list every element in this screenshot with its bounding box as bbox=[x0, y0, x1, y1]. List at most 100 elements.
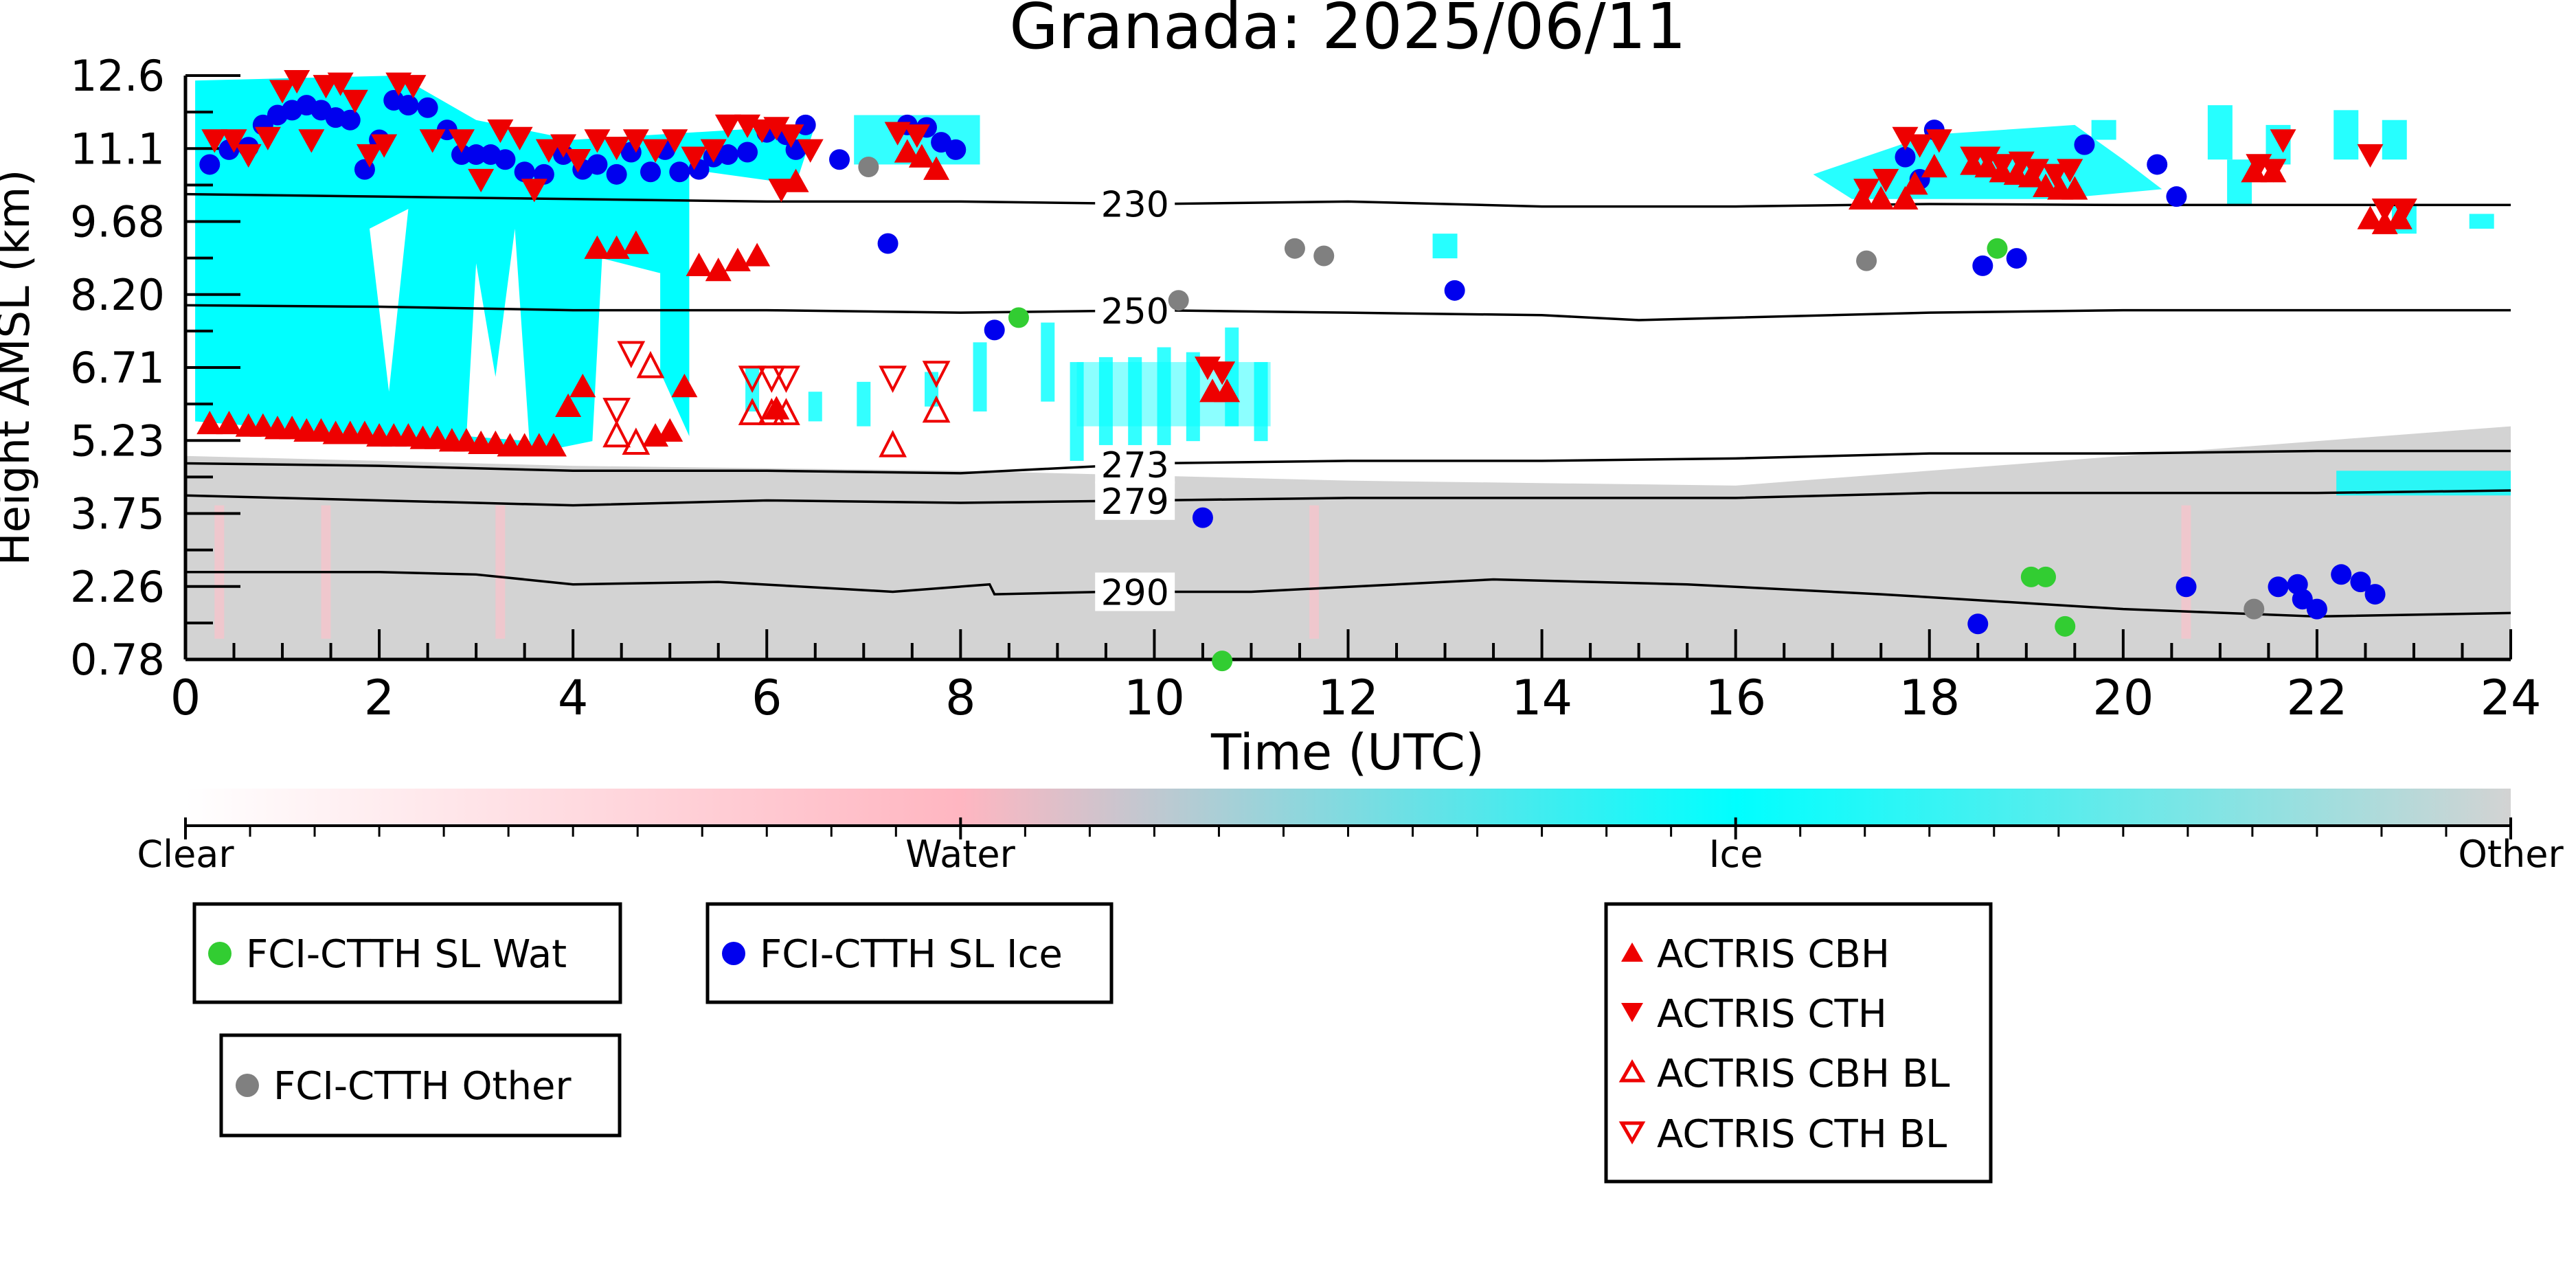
mask-ice-streak bbox=[1157, 347, 1171, 456]
marker-actris-cth bbox=[2057, 159, 2083, 183]
marker-fci-ctth-sl-ice bbox=[606, 163, 627, 185]
marker-actris-cbh bbox=[894, 139, 920, 163]
y-tick-label: 3.75 bbox=[70, 489, 165, 539]
marker-actris-cbh bbox=[1849, 185, 1875, 210]
marker-fci-ctth-other bbox=[2244, 598, 2265, 620]
colorbar-label-clear: Clear bbox=[137, 833, 234, 876]
marker-actris-cth bbox=[1974, 146, 2001, 170]
marker-actris-cth bbox=[1873, 168, 1899, 193]
marker-fci-ctth-sl-wat bbox=[2035, 566, 2056, 587]
marker-actris-cbh-bl bbox=[622, 427, 651, 455]
mask-ice-streak bbox=[1041, 322, 1055, 402]
marker-fci-ctth-sl-ice bbox=[2006, 248, 2027, 269]
marker-actris-cth bbox=[763, 117, 790, 141]
colorbar-label-water: Water bbox=[905, 833, 1015, 876]
marker-actris-cbh bbox=[2386, 205, 2413, 229]
marker-actris-cth bbox=[1906, 134, 1933, 158]
marker-actris-cbh-bl bbox=[879, 429, 907, 457]
marker-actris-cth bbox=[371, 134, 398, 158]
isotherm-line-273 bbox=[185, 449, 2511, 475]
mask-water-streak bbox=[495, 505, 506, 639]
legend-marker-actris-cth-bl bbox=[1618, 1121, 1646, 1145]
x-tick-label: 18 bbox=[1899, 670, 1960, 726]
legend-sl-wat: FCI-CTTH SL Wat bbox=[192, 902, 622, 1004]
x-tick-label: 10 bbox=[1124, 670, 1185, 726]
marker-actris-cth-bl bbox=[757, 365, 786, 394]
isotherm-line-279 bbox=[185, 489, 2511, 507]
marker-fci-ctth-sl-ice bbox=[1895, 146, 1916, 168]
marker-actris-cbh bbox=[671, 374, 698, 398]
legend-label-other: FCI-CTTH Other bbox=[273, 1064, 572, 1109]
marker-actris-cth bbox=[642, 139, 669, 163]
marker-actris-cbh-bl bbox=[772, 398, 800, 425]
marker-fci-ctth-sl-ice bbox=[2331, 564, 2352, 585]
marker-actris-cbh bbox=[744, 242, 771, 267]
marker-actris-cbh bbox=[724, 247, 751, 271]
legend-label-sl-wat: FCI-CTTH SL Wat bbox=[246, 932, 567, 977]
marker-actris-cth bbox=[2260, 159, 2287, 183]
marker-actris-cbh bbox=[622, 230, 649, 254]
marker-actris-cbh bbox=[2357, 205, 2384, 229]
marker-fci-ctth-sl-ice bbox=[587, 154, 608, 175]
marker-actris-cth bbox=[269, 80, 296, 104]
legend-label-actris-cth: ACTRIS CTH bbox=[1657, 992, 1887, 1037]
marker-actris-cth bbox=[535, 139, 562, 163]
mask-ice-streak bbox=[1186, 352, 1200, 442]
mask-water-streak bbox=[1309, 505, 1320, 639]
marker-fci-ctth-sl-wat bbox=[2055, 615, 2076, 637]
marker-actris-cth bbox=[662, 129, 688, 153]
marker-fci-ctth-sl-ice bbox=[466, 144, 487, 166]
marker-fci-ctth-sl-ice bbox=[717, 144, 738, 166]
marker-actris-cth bbox=[2391, 198, 2417, 223]
legend-marker-actris-cth bbox=[1621, 1003, 1643, 1022]
marker-fci-ctth-sl-ice bbox=[945, 139, 967, 160]
marker-fci-ctth-sl-ice bbox=[2306, 598, 2327, 620]
marker-actris-cth bbox=[254, 126, 281, 150]
y-tick-label: 5.23 bbox=[70, 416, 165, 466]
x-tick-label: 12 bbox=[1318, 670, 1379, 726]
marker-actris-cbh bbox=[2061, 176, 2088, 200]
mask-ice-streak bbox=[1128, 357, 1142, 456]
y-tick-label: 8.20 bbox=[70, 270, 165, 320]
mask-ice-streak bbox=[808, 392, 822, 422]
marker-fci-ctth-sl-wat bbox=[2020, 566, 2042, 587]
marker-actris-cth bbox=[622, 129, 649, 153]
y-axis-label: Height AMSL (km) bbox=[0, 170, 40, 566]
legend-marker-other bbox=[236, 1074, 259, 1097]
marker-actris-cth bbox=[2371, 198, 2398, 223]
marker-actris-cth bbox=[521, 179, 547, 203]
isotherm-line-290 bbox=[185, 570, 2511, 618]
x-tick-label: 16 bbox=[1705, 670, 1766, 726]
marker-fci-ctth-sl-ice bbox=[829, 149, 850, 170]
marker-actris-cbh bbox=[196, 410, 223, 435]
mask-other-region bbox=[185, 426, 2511, 659]
y-tick-label: 2.26 bbox=[70, 562, 165, 612]
marker-fci-ctth-sl-ice bbox=[2166, 186, 2187, 207]
marker-actris-cth bbox=[550, 134, 577, 158]
x-tick-label: 20 bbox=[2092, 670, 2154, 726]
marker-actris-cth bbox=[714, 114, 741, 138]
marker-actris-cbh bbox=[555, 393, 582, 418]
marker-actris-cbh bbox=[908, 144, 935, 168]
x-tick-label: 4 bbox=[558, 670, 589, 726]
x-tick-label: 6 bbox=[752, 670, 782, 726]
phase-colorbar: Clear Water Ice Other bbox=[137, 789, 2564, 876]
marker-actris-cbh-bl bbox=[757, 398, 786, 425]
mask-ice-streak bbox=[2334, 110, 2359, 160]
isotherm-label-250: 250 bbox=[1101, 291, 1169, 332]
marker-actris-cth bbox=[419, 129, 446, 153]
marker-fci-ctth-sl-ice bbox=[2176, 576, 2197, 598]
mask-ice-streak bbox=[2091, 120, 2116, 140]
marker-actris-cth bbox=[356, 144, 383, 168]
marker-actris-cth bbox=[468, 168, 495, 193]
legend-label-actris-cth-bl: ACTRIS CTH BL bbox=[1657, 1112, 1947, 1157]
marker-fci-ctth-sl-ice bbox=[1444, 280, 1465, 301]
x-tick-label: 24 bbox=[2480, 670, 2541, 726]
marker-fci-ctth-sl-ice bbox=[2364, 584, 2386, 605]
marker-actris-cbh-bl bbox=[636, 350, 665, 379]
marker-actris-cth-bl bbox=[879, 365, 907, 394]
isotherm-label-bg bbox=[1095, 444, 1175, 484]
marker-actris-cth bbox=[298, 129, 325, 153]
marker-actris-cbh bbox=[686, 252, 712, 277]
